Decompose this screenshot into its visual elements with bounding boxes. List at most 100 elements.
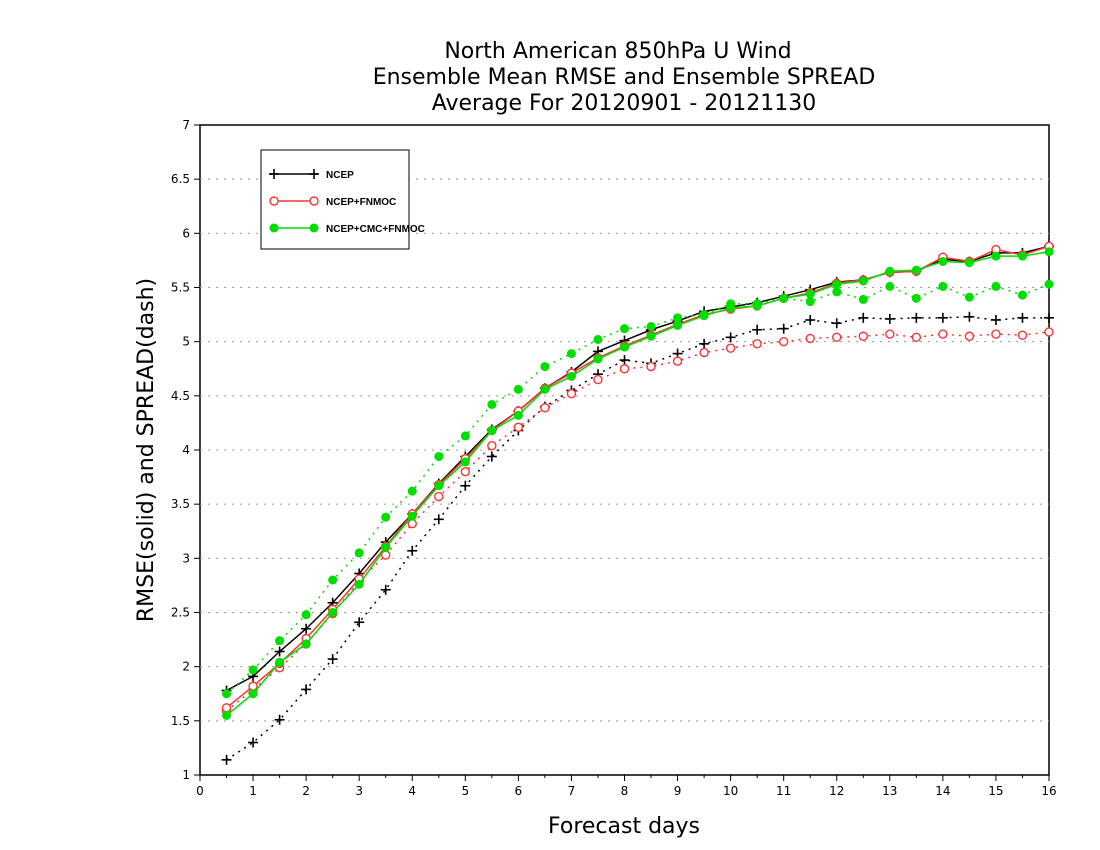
- rmse-point: [673, 320, 683, 330]
- legend-item: NCEP+FNMOC: [269, 196, 396, 208]
- spread-point: [725, 343, 736, 353]
- rmse-point: [779, 293, 789, 303]
- legend: NCEP NCEP+FNMOC NCEP+CMC+FNMOC: [260, 149, 425, 250]
- rmse-point: [221, 703, 232, 713]
- y-tick-label: 2: [182, 660, 190, 674]
- spread-point: [752, 339, 762, 349]
- spread-point: [885, 329, 895, 339]
- spread-point: [805, 333, 815, 344]
- legend-label: NCEP: [326, 170, 354, 181]
- spread-point: [620, 324, 629, 334]
- spread-point: [672, 356, 683, 366]
- rmse-point: [964, 258, 974, 268]
- spread-point: [1044, 279, 1054, 289]
- legend-label: NCEP+CMC+FNMOC: [326, 224, 425, 235]
- rmse-point: [1044, 247, 1054, 257]
- y-axis-label: RMSE(solid) and SPREAD(dash): [134, 278, 159, 622]
- rmse-point: [991, 251, 1001, 261]
- rmse-point: [381, 543, 391, 552]
- axis-ticks: 11.522.533.544.555.566.570 1 2 3 4 5 6 7 8 9 10 11 1…: [171, 118, 1057, 798]
- spread-point: [513, 384, 523, 394]
- grid-lines: [200, 178, 1049, 722]
- legend-marker: [309, 196, 319, 206]
- rmse-point: [487, 426, 497, 435]
- spread-point: [619, 364, 630, 374]
- rmse-point: [566, 371, 576, 381]
- spread-point: [566, 388, 577, 399]
- rmse-point: [540, 384, 550, 394]
- x-tick-label: 0: [196, 784, 204, 798]
- rmse-point: [911, 265, 921, 275]
- x-tick-label: 8: [621, 784, 629, 798]
- spread-point: [699, 347, 709, 358]
- x-tick-label: 3: [355, 784, 363, 798]
- rmse-point: [593, 354, 603, 364]
- spread-point: [885, 281, 895, 291]
- spread-line: [226, 315, 1049, 761]
- rmse-point: [328, 608, 338, 617]
- spread-point: [646, 322, 656, 331]
- x-tick-label: 1: [249, 784, 257, 798]
- spread-point: [805, 297, 815, 307]
- x-tick-label: 11: [776, 784, 791, 798]
- rmse-point: [275, 657, 285, 667]
- title-line-1: North American 850hPa U Wind: [444, 39, 791, 64]
- x-axis-label: Forecast days: [548, 814, 700, 839]
- spread-point: [1017, 290, 1027, 300]
- rmse-point: [885, 266, 895, 276]
- y-tick-label: 6.5: [171, 172, 190, 186]
- spread-point: [487, 440, 497, 451]
- x-tick-label: 10: [723, 784, 738, 798]
- rmse-point: [699, 311, 709, 321]
- spread-point: [938, 281, 948, 291]
- rmse-line: [226, 245, 1050, 692]
- rmse-point: [938, 257, 948, 266]
- y-tick-label: 3.5: [171, 497, 190, 511]
- spread-point: [991, 329, 1001, 339]
- spread-point: [673, 313, 683, 323]
- rmse-point: [434, 481, 444, 491]
- x-tick-label: 12: [829, 784, 844, 798]
- y-tick-label: 2.5: [171, 606, 190, 620]
- spread-point: [407, 518, 417, 529]
- x-tick-label: 4: [408, 784, 416, 798]
- spread-point: [646, 361, 656, 372]
- y-tick-label: 1: [182, 768, 190, 782]
- y-tick-label: 4: [182, 443, 190, 457]
- spread-point: [434, 452, 444, 461]
- legend-marker: [309, 223, 319, 233]
- spread-point: [593, 374, 603, 385]
- spread-point: [434, 491, 444, 502]
- series-ncep-cmc-fnmoc: [222, 247, 1054, 720]
- x-tick-label: 5: [461, 784, 469, 798]
- spread-point: [354, 548, 364, 558]
- spread-point: [222, 689, 232, 699]
- rmse-line: [226, 251, 1050, 716]
- spread-point: [381, 512, 391, 522]
- rmse-point: [858, 276, 868, 286]
- rmse-point: [752, 301, 762, 311]
- spread-point: [540, 362, 550, 372]
- spread-point: [858, 331, 868, 341]
- rmse-point: [248, 681, 258, 691]
- x-tick-label: 13: [882, 784, 897, 798]
- legend-box: [260, 149, 410, 250]
- spread-point: [593, 335, 603, 344]
- rmse-point: [620, 342, 629, 352]
- x-tick-label: 2: [302, 784, 310, 798]
- legend-item: NCEP: [269, 169, 354, 181]
- x-tick-label: 15: [988, 784, 1003, 798]
- legend-marker: [269, 223, 279, 233]
- legend-marker: [269, 196, 279, 206]
- x-tick-label: 14: [935, 784, 950, 798]
- chart-title: North American 850hPa U Wind Ensemble Me…: [373, 39, 876, 116]
- legend-item: NCEP+CMC+FNMOC: [269, 223, 425, 235]
- rmse-point: [222, 710, 232, 720]
- series-group: [221, 241, 1054, 765]
- spread-point: [832, 332, 842, 343]
- spread-point: [832, 287, 842, 297]
- legend-label: NCEP+FNMOC: [326, 197, 396, 208]
- title-line-3: Average For 20120901 - 20121130: [432, 91, 817, 116]
- spread-point: [275, 636, 285, 646]
